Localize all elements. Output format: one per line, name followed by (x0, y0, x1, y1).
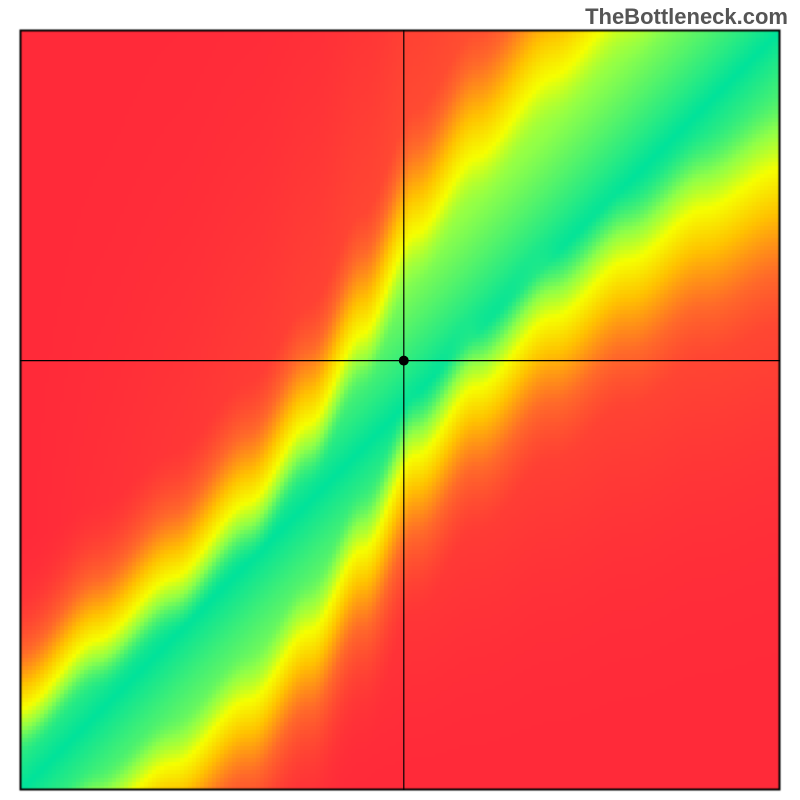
watermark-text: TheBottleneck.com (585, 4, 788, 30)
heatmap-chart (0, 0, 800, 800)
chart-container: TheBottleneck.com (0, 0, 800, 800)
